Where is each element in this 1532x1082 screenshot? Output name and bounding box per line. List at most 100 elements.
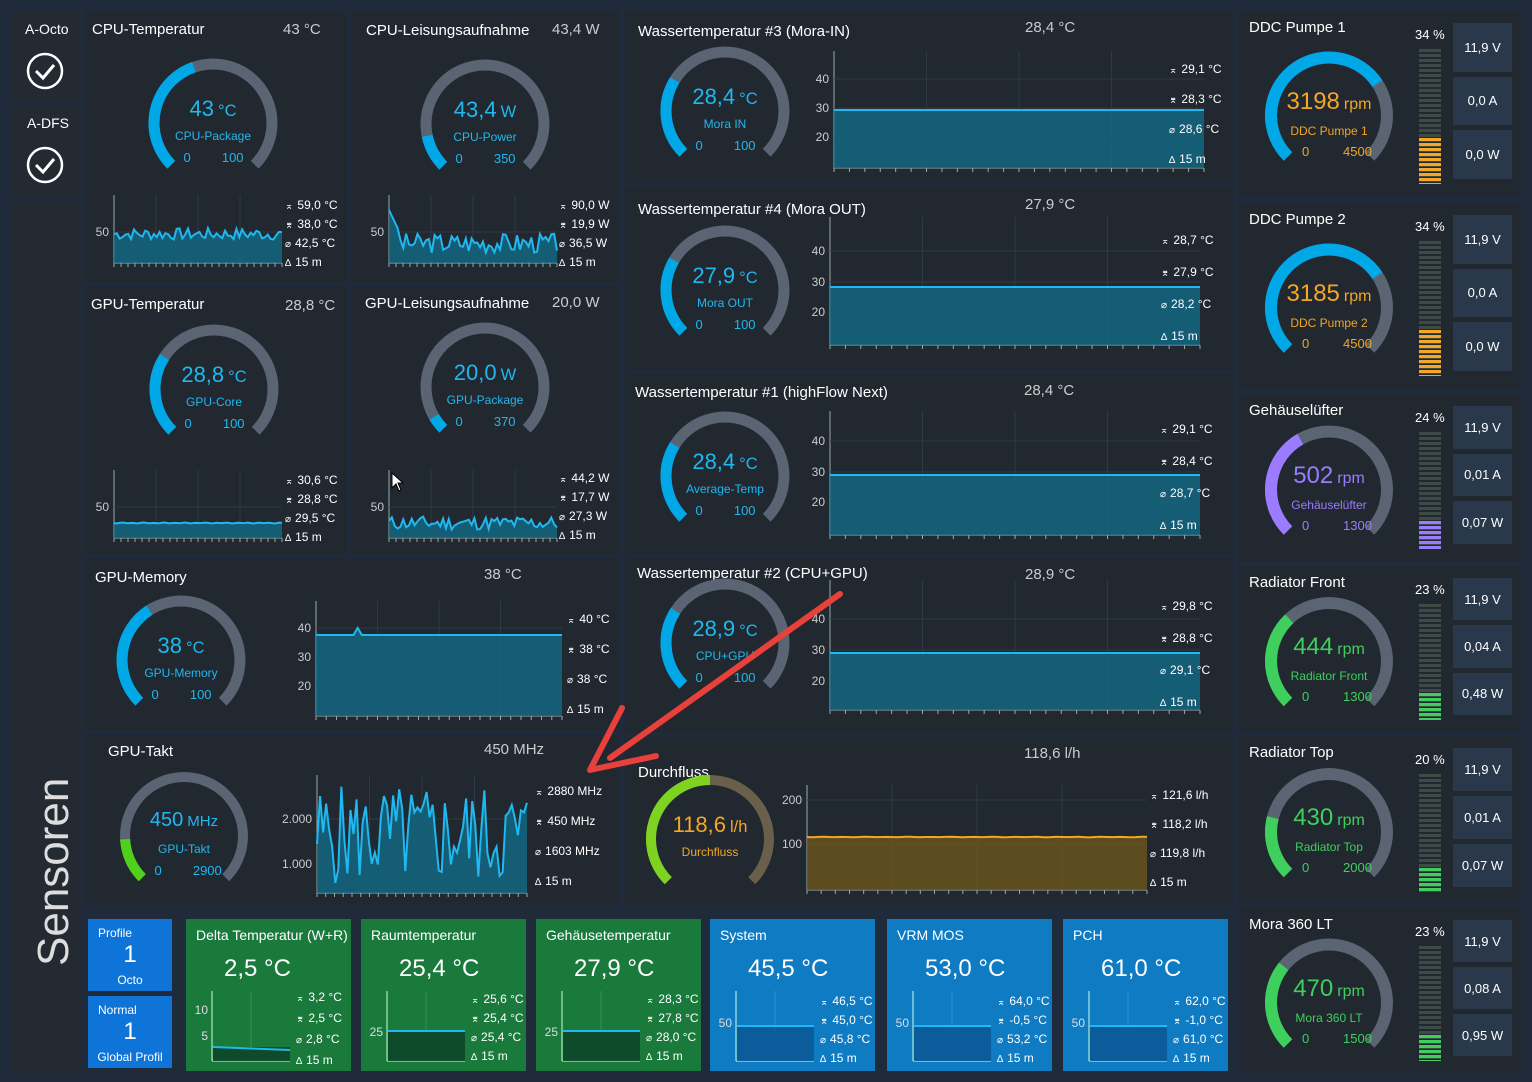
tile-vrm[interactable]: VRM MOS 53,0 °C 50 ⌅ 64,0 °C ⌆ -0,5 °C ⌀ 53,2 °C… — [887, 919, 1052, 1071]
panel-fan-ddc1[interactable]: DDC Pumpe 1 34 % 3198 rpm DDC Pumpe 1 0 4500 11… — [1239, 11, 1521, 196]
stat-timespan: ∆ 15 m — [1161, 330, 1198, 343]
avg-icon: ⌀ — [1169, 125, 1176, 136]
panel-cpu_temp[interactable]: CPU-Temperatur 43 °C 43 °C CPU-Package 0 100 50… — [85, 11, 347, 283]
tile-y-tick: 5 — [201, 1029, 208, 1043]
y-tick-label: 50 — [371, 225, 385, 239]
panel-gpu_clock[interactable]: GPU-Takt 450 MHz 450 MHz GPU-Takt 0 2900 2.000 1… — [85, 735, 619, 905]
sidebar-a-octo[interactable]: A-Octo — [11, 11, 81, 103]
stat-timespan-value: 15 m — [295, 530, 322, 544]
history-chart: 40 30 20 — [816, 51, 1205, 172]
fan-percent: 34 % — [1415, 219, 1445, 234]
gauge-label: GPU-Package — [446, 392, 524, 407]
series-line — [316, 786, 528, 884]
fan-volt-value: 11,9 V — [1464, 762, 1501, 777]
gauge-value-unit: °C — [739, 622, 758, 641]
gauge-max: 100 — [221, 149, 244, 165]
panel-fan-ddc2[interactable]: DDC Pumpe 2 34 % 3185 rpm DDC Pumpe 2 0 4500 11… — [1239, 203, 1521, 388]
tile-gehaeuse[interactable]: Gehäusetemperatur 27,9 °C 25 ⌅ 28,3 °C ⌆ 27,8 … — [536, 919, 701, 1071]
gauge-fill — [148, 61, 196, 169]
stat-avg: ⌀ 119,8 l/h — [1150, 847, 1205, 860]
tile-raum[interactable]: Raumtemperatur 25,4 °C 25 ⌅ 25,6 °C ⌆ 25,4 °C ⌀… — [361, 919, 526, 1071]
fan-level-meter — [1419, 774, 1441, 892]
min-icon: ⌆ — [296, 1014, 305, 1025]
panel-fan-radtop[interactable]: Radiator Top 20 % 430 rpm Radiator Top 0 2000 1… — [1239, 736, 1521, 904]
delta-time-icon: ∆ — [646, 1052, 653, 1063]
y-tick-label: 50 — [96, 500, 110, 514]
fan-max: 2000 — [1343, 860, 1372, 875]
tile-y-tick: 50 — [1072, 1016, 1086, 1030]
delta-time-icon: ∆ — [285, 258, 292, 269]
delta-time-icon: ∆ — [1173, 1054, 1180, 1065]
panel-cpu_power[interactable]: CPU-Leisungsaufnahme 43,4 W 43,4 W CPU-Power… — [351, 11, 619, 283]
profile-card-1[interactable]: Normal 1 Global Profil — [88, 996, 172, 1068]
stat-min-value: 19,9 W — [571, 217, 610, 231]
tile-chart: 25 — [545, 991, 640, 1062]
gauge-label: CPU-Package — [174, 128, 252, 143]
gauge-min: 0 — [154, 862, 162, 878]
panel-w2[interactable]: Wassertemperatur #2 (CPU+GPU) 28,9 °C 28,9… — [625, 557, 1233, 733]
panel-gpu_power[interactable]: GPU-Leisungsaufnahme 20,0 W 20,0 W GPU-Packa… — [351, 287, 619, 555]
tile-delta[interactable]: Delta Temperatur (W+R) 2,5 °C 10 5 ⌅ 3,2 °C ⌆ 2… — [186, 919, 351, 1071]
stat-timespan-value: 15 m — [656, 1049, 683, 1063]
stat-timespan: ∆ 15 m — [646, 1050, 683, 1063]
stat-max-value: 62,0 °C — [1185, 994, 1226, 1008]
gauge-value-number: 28,9 — [692, 616, 736, 642]
gauge-arc — [149, 324, 279, 435]
gauge-min: 0 — [183, 149, 191, 165]
stat-timespan: ∆ 15 m — [567, 703, 604, 716]
fan-level-meter — [1419, 49, 1441, 184]
min-icon: ⌆ — [646, 1014, 655, 1025]
stat-timespan-value: 15 m — [569, 255, 596, 269]
stat-max-value: 90,0 W — [571, 198, 610, 212]
panel-gpu_mem[interactable]: GPU-Memory 38 °C 38 °C GPU-Memory 0 100 40 30 20 ⌅… — [85, 559, 619, 731]
stat-avg-value: 27,3 W — [569, 509, 608, 523]
fan-volt-value: 11,9 V — [1464, 231, 1501, 247]
stat-max: ⌅ 30,6 °C — [285, 474, 338, 487]
stat-avg-value: 36,5 W — [569, 236, 608, 250]
fan-label: Gehäuselüfter — [1291, 497, 1367, 512]
stat-min-value: 28,3 °C — [1181, 92, 1222, 106]
stat-timespan: ∆ 15 m — [471, 1050, 508, 1063]
fan-rpm-number: 3198 — [1286, 87, 1340, 115]
stat-min: ⌆ 28,8 °C — [285, 493, 338, 506]
stat-avg-value: 28,6 °C — [1179, 122, 1220, 136]
y-tick-label: 30 — [298, 650, 312, 664]
stat-timespan: ∆ 15 m — [559, 256, 596, 269]
y-tick-label: 40 — [812, 612, 826, 626]
tile-system[interactable]: System 45,5 °C 50 ⌅ 46,5 °C ⌆ 45,0 °C ⌀ 45,8 °C ∆… — [710, 919, 875, 1071]
gauge-value-unit: °C — [739, 455, 758, 474]
sidebar-sensoren[interactable]: Sensoren — [11, 201, 81, 1073]
sidebar-a-dfs[interactable]: A-DFS — [11, 107, 81, 197]
max-icon: ⌅ — [1169, 65, 1178, 76]
avg-icon: ⌀ — [296, 1035, 303, 1046]
fan-max: 1300 — [1343, 689, 1372, 704]
avg-icon: ⌀ — [1150, 849, 1157, 860]
stat-max-value: 59,0 °C — [297, 198, 338, 212]
delta-time-icon: ∆ — [535, 877, 542, 888]
stat-timespan-value: 15 m — [1171, 329, 1198, 343]
gauge-arc — [148, 58, 278, 169]
tile-chart-wrap: 25 — [536, 919, 701, 1071]
series-area — [830, 287, 1200, 345]
panel-w3[interactable]: Wassertemperatur #3 (Mora-IN) 28,4 °C 28,4… — [625, 11, 1233, 183]
stat-max: ⌅ 46,5 °C — [820, 995, 873, 1008]
panel-fan-radfront[interactable]: Radiator Front 23 % 444 rpm Radiator Front 0 1… — [1239, 566, 1521, 732]
fan-level-fill — [1419, 330, 1441, 376]
panel-flow[interactable]: Durchfluss 118,6 l/h 118,6 l/h Durchfluss 200… — [625, 737, 1233, 905]
stat-min-value: 38 °C — [579, 642, 610, 656]
tile-pch[interactable]: PCH 61,0 °C 50 ⌅ 62,0 °C ⌆ -1,0 °C ⌀ 61,0 °C ∆ 15 … — [1063, 919, 1228, 1071]
panel-w1[interactable]: Wassertemperatur #1 (highFlow Next) 28,4 … — [625, 373, 1233, 553]
panel-fan-mora[interactable]: Mora 360 LT 23 % 470 rpm Mora 360 LT 0 1500 11,… — [1239, 908, 1521, 1073]
panel-w4[interactable]: Wassertemperatur #4 (Mora OUT) 27,9 °C 27,… — [625, 187, 1233, 369]
stat-min: ⌆ -0,5 °C — [997, 1014, 1047, 1027]
min-icon: ⌆ — [1161, 268, 1170, 279]
gauge-max: 100 — [222, 415, 245, 431]
panel-fan-case[interactable]: Gehäuselüfter 24 % 502 rpm Gehäuselüfter 0 130… — [1239, 394, 1521, 561]
panel-gpu_temp[interactable]: GPU-Temperatur 28,8 °C 28,8 °C GPU-Core 0 100 5… — [85, 287, 347, 555]
panel-title: Wassertemperatur #1 (highFlow Next) — [635, 384, 888, 401]
profile-card-0[interactable]: Profile 1 Octo — [88, 919, 172, 991]
tile-title: PCH — [1073, 927, 1103, 943]
stat-avg-value: 53,2 °C — [1007, 1032, 1048, 1046]
panel-title: Wassertemperatur #2 (CPU+GPU) — [637, 565, 868, 582]
delta-time-icon: ∆ — [997, 1054, 1004, 1065]
